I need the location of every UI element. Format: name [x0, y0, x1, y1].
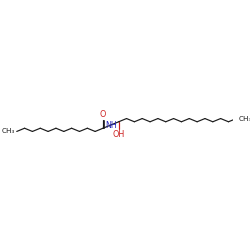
Text: NH: NH	[105, 120, 117, 130]
Text: CH₃: CH₃	[238, 116, 250, 121]
Text: OH: OH	[112, 130, 125, 139]
Text: CH₃: CH₃	[2, 128, 15, 134]
Text: O: O	[100, 110, 106, 119]
